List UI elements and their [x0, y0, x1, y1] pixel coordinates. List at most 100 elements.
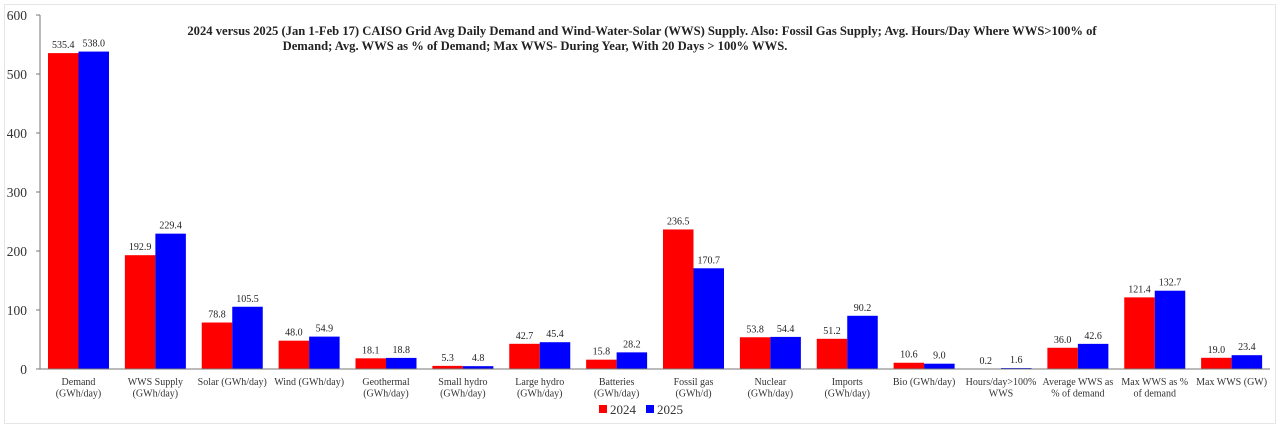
x-axis: Demand(GWh/day)WWS Supply(GWh/day)Solar … — [40, 368, 1270, 400]
bar-2025-9 — [770, 336, 801, 369]
bar-2024-10 — [816, 338, 848, 369]
category-label-5-line-1: (GWh/day) — [440, 389, 486, 400]
category-label-2-line-0: Solar (GWh/day) — [198, 377, 267, 388]
y-tick-label-2: 200 — [7, 244, 28, 259]
data-label-2024-11: 10.6 — [900, 350, 918, 361]
bar-2025-15 — [1231, 355, 1263, 369]
data-label-2024-12: 0.2 — [980, 356, 993, 367]
category-label-5-line-0: Small hydro — [438, 377, 487, 388]
data-label-2024-4: 18.1 — [362, 345, 380, 356]
category-label-4-line-1: (GWh/day) — [363, 389, 409, 400]
y-tick-label-3: 300 — [7, 185, 28, 200]
y-tick-label-1: 100 — [7, 303, 28, 318]
bar-2024-1 — [124, 255, 156, 369]
data-label-2024-15: 19.0 — [1208, 345, 1226, 356]
category-label-3-line-0: Wind (GWh/day) — [274, 377, 344, 388]
data-label-2025-11: 9.0 — [933, 351, 946, 362]
legend-swatch-2025 — [646, 405, 654, 413]
category-label-14-line-0: Max WWS as % — [1121, 377, 1188, 388]
legend-label-2025: 2025 — [657, 402, 683, 417]
bar-2024-2 — [201, 322, 233, 369]
data-label-2025-5: 4.8 — [472, 353, 485, 364]
bar-2025-13 — [1077, 343, 1109, 369]
data-label-2025-8: 170.7 — [698, 255, 721, 266]
bar-2024-0 — [48, 53, 79, 369]
data-label-2024-14: 121.4 — [1128, 284, 1151, 295]
chart-title-line-1: 2024 versus 2025 (Jan 1-Feb 17) CAISO Gr… — [187, 24, 1097, 38]
data-label-2024-2: 78.8 — [208, 310, 226, 321]
bar-2025-3 — [309, 336, 340, 369]
category-label-9-line-0: Nuclear — [755, 377, 787, 388]
bar-2024-7 — [586, 359, 617, 369]
data-label-2024-10: 51.2 — [823, 326, 841, 337]
category-label-1-line-1: (GWh/day) — [133, 389, 179, 400]
bar-2024-14 — [1124, 297, 1155, 369]
bar-2024-8 — [663, 229, 694, 369]
data-label-2025-12: 1.6 — [1010, 355, 1023, 366]
category-label-12-line-0: Hours/day>100% — [966, 377, 1037, 388]
bar-2025-11 — [924, 363, 955, 369]
data-label-2025-15: 23.4 — [1238, 342, 1256, 353]
data-label-2024-5: 5.3 — [441, 353, 454, 364]
category-label-1-line-0: WWS Supply — [128, 377, 183, 388]
data-label-2024-0: 535.4 — [52, 40, 75, 51]
y-axis: 0 100 200 300 400 500 600 — [7, 8, 41, 377]
y-tick-label-4: 400 — [7, 126, 28, 141]
bar-2025-4 — [386, 357, 417, 369]
category-label-6-line-1: (GWh/day) — [517, 389, 563, 400]
legend: 2024 2025 — [599, 402, 683, 417]
data-label-2024-1: 192.9 — [129, 242, 152, 253]
bar-2024-9 — [739, 337, 771, 369]
chart-title-line-2: Demand; Avg. WWS as % of Demand; Max WWS… — [283, 39, 788, 53]
category-label-12-line-1: WWS — [989, 389, 1013, 400]
bar-2024-15 — [1201, 357, 1232, 369]
data-label-2025-13: 42.6 — [1084, 331, 1102, 342]
category-label-14-line-1: of demand — [1134, 389, 1177, 400]
data-label-2024-3: 48.0 — [285, 328, 303, 339]
data-label-2025-7: 28.2 — [623, 339, 641, 350]
category-label-13-line-1: % of demand — [1051, 389, 1104, 400]
data-label-2025-10: 90.2 — [854, 303, 872, 314]
category-label-13-line-0: Average WWS as — [1043, 377, 1114, 388]
category-label-10-line-0: Imports — [832, 377, 863, 388]
value-labels: 535.4 538.0 192.9 229.4 78.8 105.5 48.0 54.9 18.… — [52, 39, 1256, 367]
category-label-15-line-0: Max WWS (GW) — [1196, 377, 1267, 388]
data-label-2024-6: 42.7 — [516, 331, 534, 342]
category-label-7-line-0: Batteries — [599, 377, 635, 388]
bar-2025-2 — [232, 306, 263, 369]
bars — [48, 51, 1263, 370]
bar-2024-4 — [355, 358, 386, 369]
data-label-2025-14: 132.7 — [1159, 278, 1182, 289]
category-label-7-line-1: (GWh/day) — [594, 389, 640, 400]
category-label-4-line-0: Geothermal — [362, 377, 409, 388]
bar-2025-10 — [847, 315, 878, 369]
category-label-8-line-1: (GWh/d) — [675, 389, 711, 400]
category-label-0-line-0: Demand — [62, 377, 96, 388]
legend-swatch-2024 — [599, 405, 607, 413]
category-label-8-line-0: Fossil gas — [674, 377, 714, 388]
data-label-2025-2: 105.5 — [236, 294, 259, 305]
bar-2024-6 — [509, 343, 540, 369]
bar-2024-3 — [278, 340, 310, 369]
bar-2025-8 — [693, 268, 724, 369]
bar-2025-7 — [616, 352, 648, 369]
bar-2025-6 — [539, 342, 571, 369]
category-label-0-line-1: (GWh/day) — [56, 389, 102, 400]
category-label-9-line-1: (GWh/day) — [748, 389, 794, 400]
data-label-2025-1: 229.4 — [159, 221, 182, 232]
data-label-2024-7: 15.8 — [593, 347, 611, 358]
bar-2025-14 — [1154, 290, 1186, 369]
y-tick-label-6: 600 — [7, 8, 28, 23]
category-label-6-line-0: Large hydro — [515, 377, 564, 388]
y-tick-label-5: 500 — [7, 67, 28, 82]
bar-2024-13 — [1047, 347, 1078, 369]
data-label-2025-6: 45.4 — [546, 329, 564, 340]
category-label-11-line-0: Bio (GWh/day) — [893, 377, 956, 388]
data-label-2025-9: 54.4 — [777, 324, 795, 335]
y-tick-label-0: 0 — [20, 362, 27, 377]
data-label-2025-0: 538.0 — [83, 39, 106, 50]
bar-2025-5 — [462, 366, 494, 369]
bar-2025-1 — [155, 233, 186, 369]
data-label-2024-13: 36.0 — [1054, 335, 1072, 346]
bar-2025-0 — [78, 51, 109, 369]
